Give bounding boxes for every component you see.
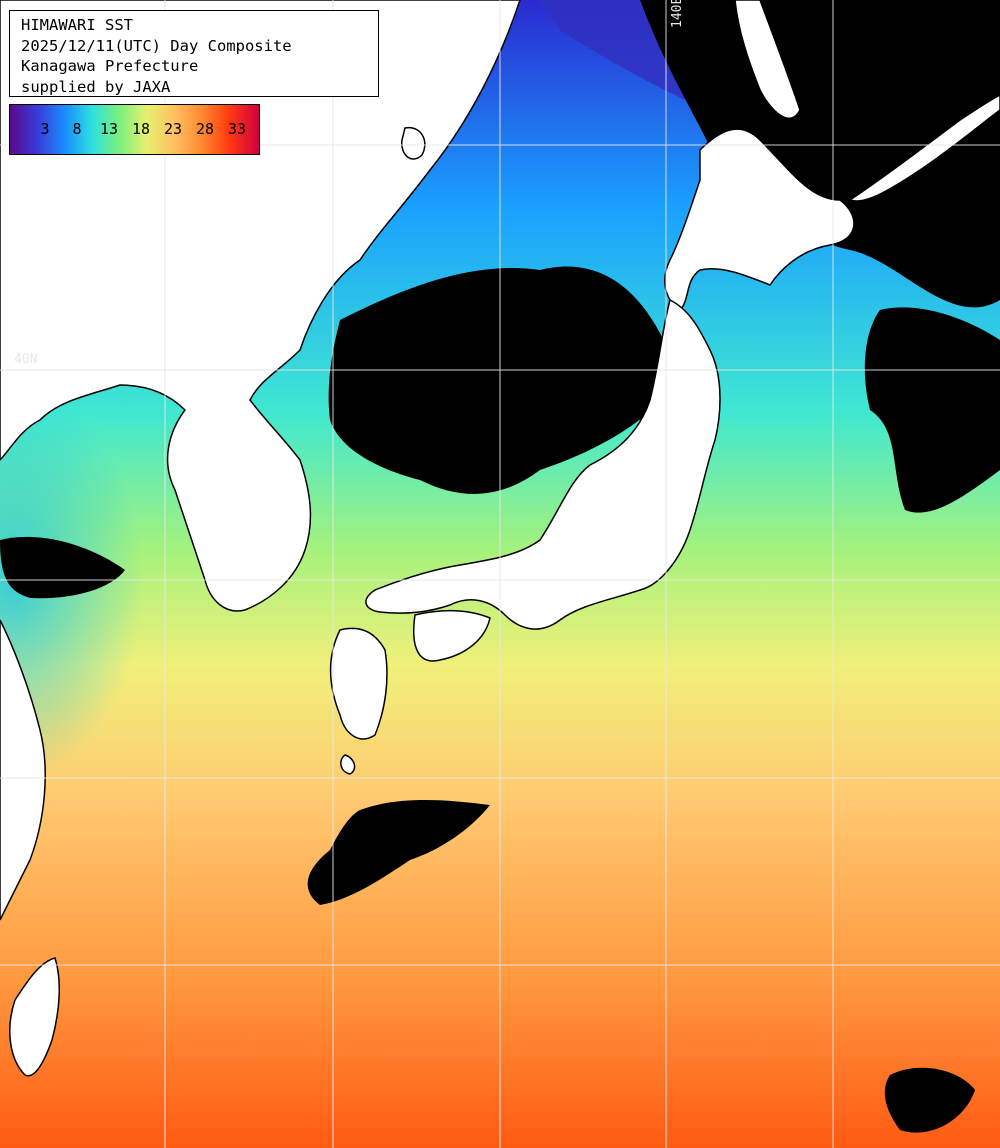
color-scale-tick: 13 xyxy=(99,120,119,138)
lat-label-40n: 40N xyxy=(14,352,38,367)
title-date: 2025/12/11(UTC) Day Composite xyxy=(21,36,292,55)
color-scale-tick: 28 xyxy=(195,120,215,138)
color-scale-legend: 3 8 13 18 23 28 33 xyxy=(9,104,260,155)
title-product: HIMAWARI SST xyxy=(21,16,133,34)
title-region: Kanagawa Prefecture xyxy=(21,57,199,75)
color-scale-ticks: 3 8 13 18 23 28 33 xyxy=(10,105,259,154)
color-scale-tick: 33 xyxy=(227,120,247,138)
color-scale-tick: 3 xyxy=(40,120,50,138)
color-scale-bar xyxy=(10,105,259,154)
color-scale-tick: 8 xyxy=(72,120,82,138)
color-scale-tick: 23 xyxy=(163,120,183,138)
title-box: HIMAWARI SST 2025/12/11(UTC) Day Composi… xyxy=(9,10,379,97)
title-source: supplied by JAXA xyxy=(21,77,171,96)
color-scale-tick: 18 xyxy=(131,120,151,138)
lon-label-140e: 140E xyxy=(670,0,685,28)
